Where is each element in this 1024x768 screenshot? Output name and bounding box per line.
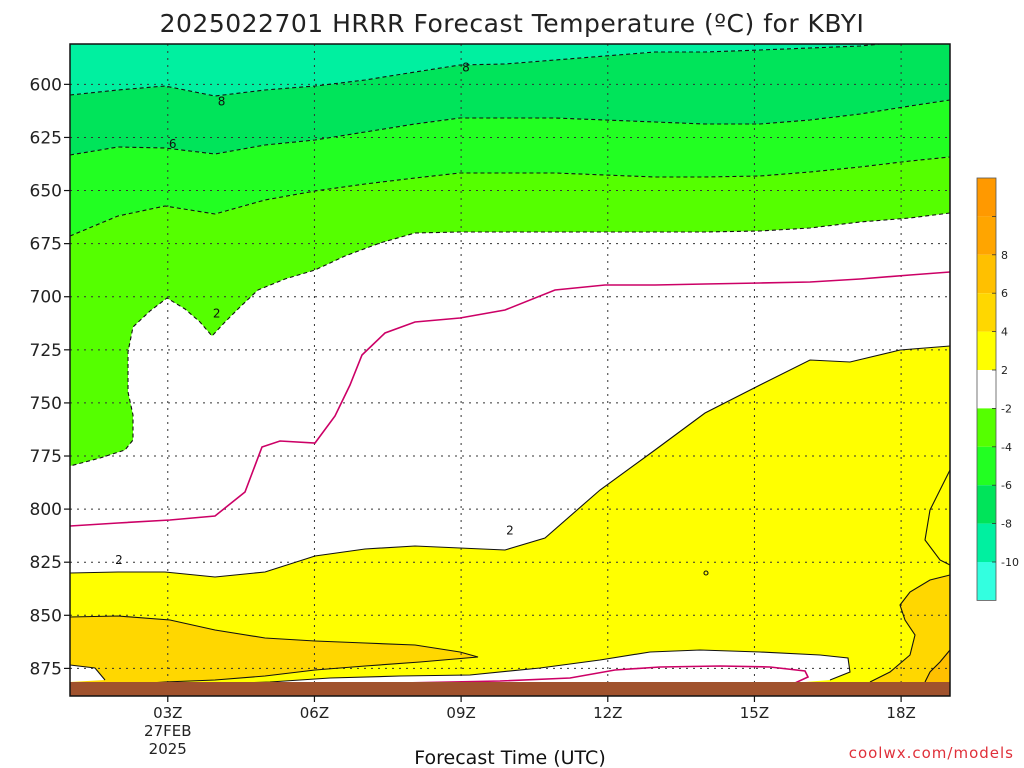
x-tick-label: 06Z [300, 704, 329, 722]
cold-layer-minus8-minus10 [70, 44, 880, 96]
contour-minus4 [69, 156, 951, 237]
y-tick-label: 800 [30, 500, 62, 520]
plot-area [69, 43, 951, 696]
y-tick-label: 625 [30, 128, 62, 148]
ground-surface [70, 682, 950, 696]
y-tick-label: 850 [30, 606, 62, 626]
contour-zero-degree [69, 271, 951, 527]
colorbar-segment [977, 331, 996, 370]
contour-minus2 [69, 212, 951, 467]
x-axis-label: Forecast Time (UTC) [414, 747, 605, 768]
contour-minus8 [69, 43, 881, 97]
y-tick-label: 675 [30, 235, 62, 255]
y-tick-label: 875 [30, 659, 62, 679]
contour-surface-left [69, 664, 106, 681]
colorbar-tick-label: 4 [1001, 326, 1008, 339]
contour-small-closed [703, 570, 709, 576]
surface-cool-pocket [70, 650, 850, 686]
contour-labels: 8 8 6 2 2 2 [115, 60, 514, 567]
warm-layer-2-4 [70, 346, 950, 696]
contour-plus4-right [869, 574, 951, 683]
y-tick-label: 750 [30, 394, 62, 414]
colorbar-segment [977, 485, 996, 524]
colorbar: 8 6 4 2 -2 -4 -6 -8 -10 [976, 177, 1019, 601]
y-tick-label: 650 [30, 182, 62, 202]
contour-label: 2 [115, 553, 123, 567]
colorbar-tick-label: -10 [1001, 556, 1019, 569]
contour-plus2-right [924, 469, 951, 566]
colorbar-tick-label: 8 [1001, 249, 1008, 262]
colorbar-tick-label: 2 [1001, 364, 1008, 377]
colorbar-segment [977, 254, 996, 294]
warm-layer-4-6-right [870, 575, 950, 682]
colorbar-tick-label: -2 [1001, 402, 1012, 415]
colorbar-tick-label: -4 [1001, 441, 1012, 454]
colorbar-segment [977, 562, 996, 601]
cold-layer-minus2-minus4 [70, 157, 950, 466]
contour-label: 2 [213, 307, 221, 321]
x-date-label: 27FEB [144, 722, 191, 740]
contour-lines [69, 43, 951, 686]
chart-title: 2025022701 HRRR Forecast Temperature (ºC… [160, 9, 865, 38]
contour-label: 6 [169, 137, 177, 151]
colorbar-segment [977, 178, 996, 217]
x-tick-label: 18Z [886, 704, 915, 722]
colorbar-frame [976, 177, 997, 601]
x-date-label: 2025 [149, 740, 187, 758]
colorbar-segment [977, 446, 996, 486]
y-tick-label: 825 [30, 553, 62, 573]
contour-plus4 [69, 615, 479, 686]
colorbar-segment [977, 523, 996, 562]
cold-layer-minus4-minus6 [70, 100, 950, 236]
warm-layer-4-6 [70, 616, 478, 686]
colorbar-segment [977, 293, 996, 332]
y-tick-label: 775 [30, 447, 62, 467]
y-tick-label: 600 [30, 75, 62, 95]
colorbar-segment [977, 370, 996, 409]
contour-label: 8 [218, 94, 226, 108]
x-tick-label: 15Z [740, 704, 769, 722]
colorbar-tick-label: -6 [1001, 479, 1012, 492]
y-tick-label: 725 [30, 341, 62, 361]
colorbar-tick-label: -8 [1001, 518, 1012, 531]
x-tick-label: 09Z [446, 704, 475, 722]
credit-text: coolwx.com/models [849, 744, 1014, 762]
cold-layer-minus6-minus8 [70, 44, 950, 155]
contour-plus2 [69, 345, 951, 578]
contour-zero-degree-surface [309, 665, 810, 686]
x-tick-label: 03Z [153, 704, 182, 722]
plot-frame [69, 43, 951, 697]
contour-plus6-right [924, 649, 951, 683]
contour-label: 8 [462, 60, 470, 74]
colorbar-segment [977, 408, 996, 447]
x-tick-label: 12Z [593, 704, 622, 722]
contour-minus6 [69, 99, 951, 156]
y-tick-label: 700 [30, 288, 62, 308]
y-axis: 600 625 650 675 700 725 750 775 800 825 850 875 [30, 75, 70, 679]
colorbar-tick-label: 6 [1001, 287, 1008, 300]
colorbar-segment [977, 216, 996, 255]
contour-surface-pocket [214, 649, 851, 685]
contour-label: 2 [506, 523, 514, 537]
